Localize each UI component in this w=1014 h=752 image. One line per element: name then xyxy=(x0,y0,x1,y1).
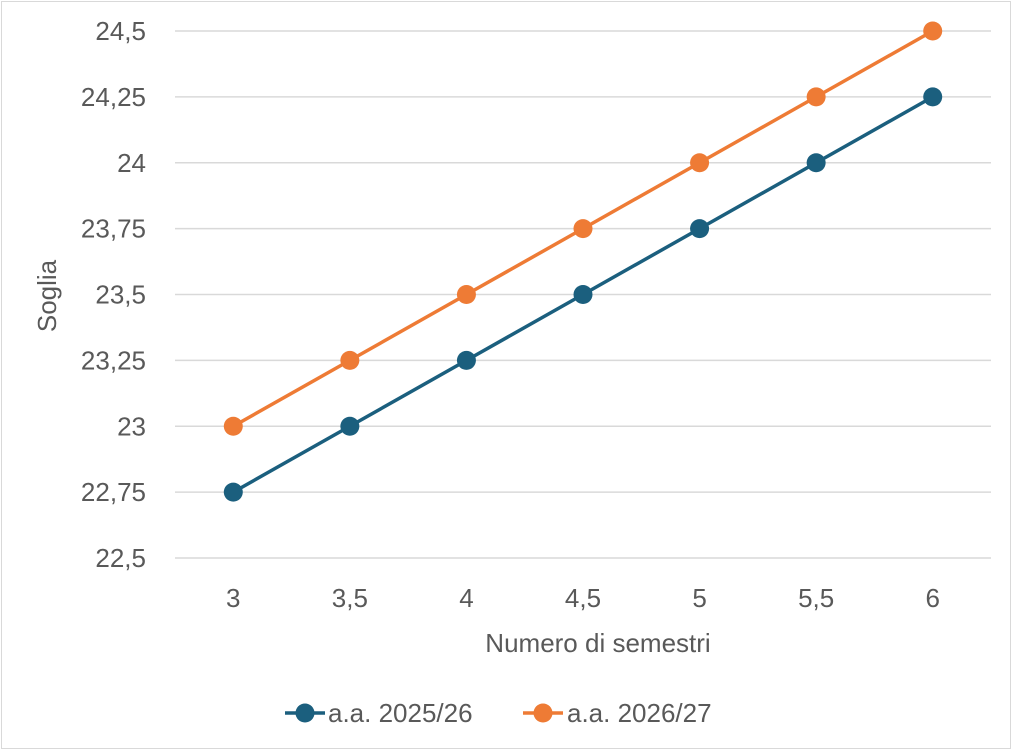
legend-swatch-marker xyxy=(533,703,553,723)
x-tick-label: 4,5 xyxy=(565,583,601,613)
series-2 xyxy=(223,21,943,436)
legend-label: a.a. 2025/26 xyxy=(328,698,473,728)
legend-label: a.a. 2026/27 xyxy=(567,698,712,728)
data-point xyxy=(573,285,593,304)
data-point xyxy=(223,482,243,502)
data-point xyxy=(690,153,710,173)
series-layer xyxy=(223,21,943,502)
legend: a.a. 2025/26 a.a. 2026/27 xyxy=(285,698,712,728)
x-axis-title: Numero di semestri xyxy=(485,628,710,658)
y-tick-label: 24,25 xyxy=(81,82,146,112)
data-point xyxy=(456,350,476,370)
y-axis-ticks: 22,5 22,75 23 23,25 23,5 23,75 24 24,25 24,5 xyxy=(81,16,146,573)
y-tick-label: 22,75 xyxy=(81,477,146,507)
x-tick-label: 3 xyxy=(226,583,240,613)
y-axis-title: Soglia xyxy=(32,259,62,332)
y-tick-label: 24 xyxy=(117,148,146,178)
y-tick-label: 23,75 xyxy=(81,214,146,244)
y-tick-label: 23,5 xyxy=(95,280,146,310)
x-axis-ticks: 3 3,5 4 4,5 5 5,5 6 xyxy=(226,583,940,613)
y-tick-label: 24,5 xyxy=(95,16,146,46)
data-point xyxy=(340,416,360,436)
data-point xyxy=(923,21,943,41)
legend-item: a.a. 2025/26 xyxy=(285,698,473,728)
legend-item: a.a. 2026/27 xyxy=(523,698,712,728)
data-point xyxy=(223,416,243,436)
data-point xyxy=(806,153,826,173)
legend-swatch-marker xyxy=(295,703,315,723)
y-tick-label: 22,5 xyxy=(95,543,146,573)
x-tick-label: 4 xyxy=(459,583,473,613)
x-tick-label: 5 xyxy=(692,583,706,613)
x-tick-label: 5,5 xyxy=(798,583,834,613)
y-tick-label: 23 xyxy=(117,411,146,441)
x-tick-label: 6 xyxy=(925,583,939,613)
data-point xyxy=(573,219,593,239)
data-point xyxy=(690,219,710,239)
x-tick-label: 3,5 xyxy=(332,583,368,613)
data-point xyxy=(456,285,476,304)
data-point xyxy=(923,87,943,107)
y-tick-label: 23,25 xyxy=(81,345,146,375)
data-point xyxy=(806,87,826,107)
series-1 xyxy=(223,87,943,502)
data-point xyxy=(340,350,360,370)
